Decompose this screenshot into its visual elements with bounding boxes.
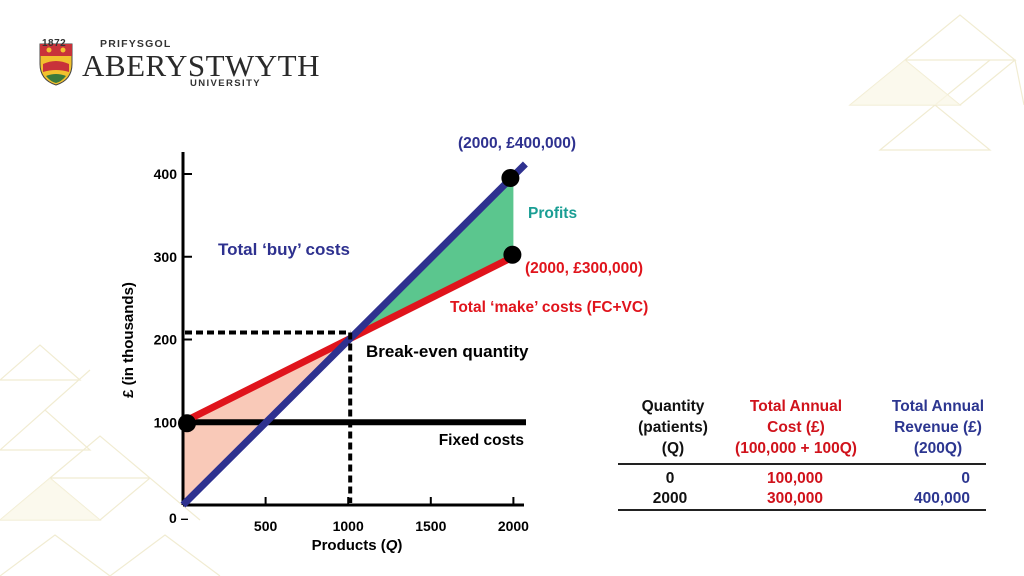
y-tick-label: 300 — [154, 249, 178, 265]
x-tick-label: 1000 — [333, 518, 364, 534]
table-cell: 300,000 — [766, 490, 824, 507]
table-cell: 0 — [665, 470, 675, 487]
x-tick-label: 500 — [254, 518, 278, 534]
x-tick-label: 1500 — [415, 518, 446, 534]
x-axis-label: Products (Q) — [312, 537, 403, 554]
table-cell: 400,000 — [913, 490, 970, 507]
header-line: (patients) — [638, 419, 708, 436]
table-header-quantity: Quantity (patients) (Q) — [618, 396, 728, 459]
buy-costs-line — [180, 161, 528, 508]
table-cell: 0 — [961, 470, 970, 487]
header-line: (200Q) — [913, 440, 963, 457]
buy-costs-label: Total ‘buy’ costs — [218, 240, 350, 259]
fixed-cost-point — [178, 414, 196, 433]
profits-label: Profits — [528, 205, 577, 222]
table-header-cost: Total Annual Cost (£) (100,000 + 100Q) — [726, 396, 866, 459]
logo-line-aberystwyth: ABERYSTWYTH — [82, 48, 320, 83]
table-cell: 100,000 — [766, 470, 824, 487]
make-endpoint — [503, 245, 522, 264]
y-tick-label: 100 — [154, 414, 178, 430]
header-line: Total Annual — [749, 398, 843, 415]
header-line: (Q) — [661, 440, 685, 457]
header-line: Revenue (£) — [894, 419, 982, 436]
make-costs-label: Total ‘make’ costs (FC+VC) — [450, 299, 648, 316]
fixed-costs-label: Fixed costs — [439, 432, 524, 449]
table-rule-bottom — [618, 509, 986, 511]
y-tick-label: 400 — [154, 166, 178, 182]
header-line: Cost (£) — [767, 419, 825, 436]
logo-year: 1872 — [42, 38, 67, 49]
buy-point-label: (2000, £400,000) — [458, 135, 576, 152]
table-cell: 2000 — [652, 490, 688, 507]
make-point-label: (2000, £300,000) — [525, 260, 643, 277]
university-logo: 1872 PRIFYSGOL ABERYSTWYTH UNIVERSITY — [38, 36, 320, 92]
y-axis-label: £ (in thousands) — [120, 282, 137, 398]
buy-endpoint — [501, 169, 520, 187]
break-even-label: Break-even quantity — [366, 342, 529, 361]
origin-label: 0 – — [169, 510, 189, 526]
logo-line-university: UNIVERSITY — [190, 78, 262, 89]
logo-line-prifysgol: PRIFYSGOL — [100, 38, 172, 50]
header-line: Quantity — [641, 398, 705, 415]
y-tick-label: 200 — [154, 332, 178, 348]
table-header-revenue: Total Annual Revenue (£) (200Q) — [868, 396, 1008, 459]
table-rule-top — [618, 463, 986, 465]
x-tick-label: 2000 — [498, 518, 529, 534]
header-line: (100,000 + 100Q) — [735, 440, 857, 457]
crest-icon — [39, 43, 73, 86]
header-line: Total Annual — [891, 398, 985, 415]
